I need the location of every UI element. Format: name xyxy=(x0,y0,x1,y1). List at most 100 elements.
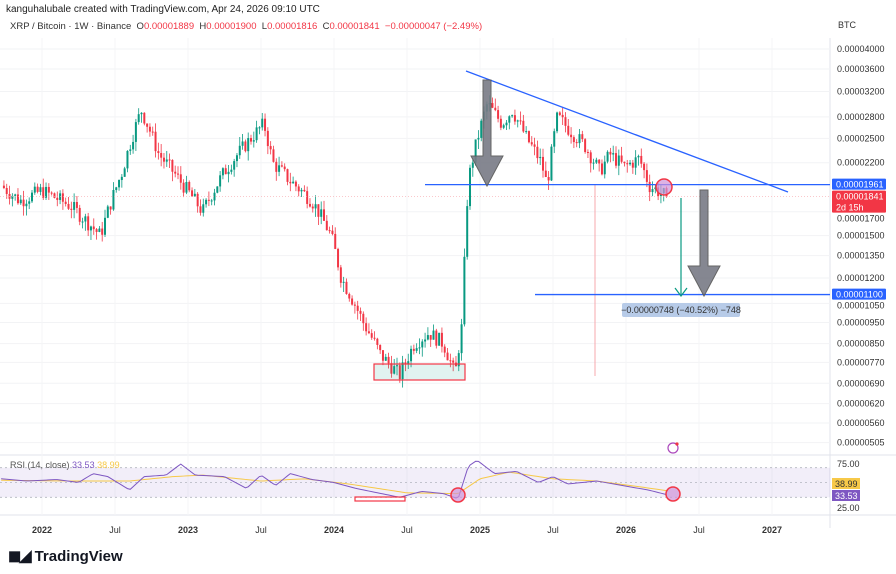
candle-body xyxy=(188,181,191,191)
candle-body xyxy=(522,120,525,132)
candle-body xyxy=(516,120,519,122)
candle-body xyxy=(89,226,92,231)
candle-body xyxy=(351,298,354,305)
candle-body xyxy=(264,118,267,131)
target-price-label-bg xyxy=(832,288,886,300)
candle-body xyxy=(508,116,511,123)
candle-body xyxy=(227,171,230,175)
candle-body xyxy=(140,112,143,115)
price-tick: 0.00000770 xyxy=(837,357,885,367)
close-value: 0.00001841 xyxy=(329,21,380,32)
candle-body xyxy=(519,120,522,122)
candle-body xyxy=(471,162,474,168)
candle-body xyxy=(221,168,224,176)
candle-body xyxy=(205,199,208,205)
candle-body xyxy=(56,197,59,200)
candle-body xyxy=(230,169,233,172)
candle-body xyxy=(14,194,17,196)
price-tick: 0.00000560 xyxy=(837,418,885,428)
candle-body xyxy=(376,338,379,345)
candle-body xyxy=(654,187,657,190)
candle-body xyxy=(134,122,137,142)
candle-body xyxy=(390,363,393,374)
candle-body xyxy=(64,201,67,204)
candle-body xyxy=(11,195,14,199)
candle-body xyxy=(92,226,95,230)
candle-body xyxy=(42,187,45,198)
candle-body xyxy=(154,131,157,152)
candle-body xyxy=(651,189,654,193)
candle-body xyxy=(505,122,508,126)
descending-trendline xyxy=(465,70,789,193)
candle-body xyxy=(547,177,550,181)
candle-body xyxy=(148,126,151,132)
price-tick: 0.00001700 xyxy=(837,214,885,224)
support-price-label-bg xyxy=(832,178,886,190)
candle-body xyxy=(536,146,539,159)
rsi-tick: 75.00 xyxy=(837,459,860,469)
candle-body xyxy=(643,163,646,171)
candle-body xyxy=(491,103,494,108)
candle-body xyxy=(325,220,328,231)
candle-body xyxy=(424,339,427,342)
candle-body xyxy=(328,230,331,232)
current-price-label-bg xyxy=(832,190,886,213)
current-price-label: 0.00001841 xyxy=(836,192,884,202)
time-tick: 2022 xyxy=(32,525,52,535)
candle-body xyxy=(412,348,415,351)
candle-body xyxy=(216,186,219,193)
candle-body xyxy=(598,159,601,164)
projection-arrow-icon xyxy=(687,189,721,298)
candle-body xyxy=(292,181,295,184)
candle-body xyxy=(101,228,104,235)
candle-body xyxy=(544,170,547,178)
candle-body xyxy=(266,130,269,147)
highlight-circle xyxy=(655,178,673,196)
support-price-label: 0.00001961 xyxy=(836,180,884,190)
candle-body xyxy=(31,192,34,202)
candle-body xyxy=(373,337,376,339)
candle-body xyxy=(22,199,25,207)
candle-body xyxy=(143,112,146,124)
time-tick: 2025 xyxy=(470,525,490,535)
candle-body xyxy=(556,112,559,132)
high-label: H xyxy=(199,21,207,32)
candle-body xyxy=(600,163,603,175)
candle-body xyxy=(118,180,121,188)
candle-body xyxy=(250,138,253,142)
candle-body xyxy=(589,152,592,164)
candle-body xyxy=(564,117,567,126)
candle-body xyxy=(474,139,477,163)
candle-body xyxy=(244,141,247,152)
symbol-title[interactable]: XRP / Bitcoin · 1W · Binance xyxy=(10,21,132,32)
candle-body xyxy=(151,131,154,133)
candle-body xyxy=(252,140,255,142)
candle-body xyxy=(365,323,368,332)
candle-body xyxy=(45,186,48,198)
candle-body xyxy=(311,206,314,209)
candle-body xyxy=(620,155,623,162)
price-tick: 0.00002200 xyxy=(837,158,885,168)
close-label: C xyxy=(322,21,330,32)
candle-body xyxy=(539,156,542,159)
candle-body xyxy=(33,186,36,193)
time-tick: Jul xyxy=(401,525,413,535)
price-tick: 0.00000620 xyxy=(837,399,885,409)
candle-body xyxy=(280,165,283,167)
tradingview-logo[interactable]: ◼◢ TradingView xyxy=(8,546,123,566)
candle-body xyxy=(179,174,182,183)
candle-body xyxy=(261,118,264,128)
candle-body xyxy=(370,333,373,338)
price-axis xyxy=(830,38,896,528)
candle-body xyxy=(61,193,64,202)
time-tick: 2026 xyxy=(616,525,636,535)
candle-body xyxy=(196,193,199,207)
candle-body xyxy=(578,134,581,144)
price-tick: 0.00000690 xyxy=(837,378,885,388)
candle-body xyxy=(381,350,384,361)
candle-body xyxy=(202,204,205,213)
candle-body xyxy=(410,348,413,362)
candle-body xyxy=(466,206,469,257)
candle-body xyxy=(199,206,202,213)
